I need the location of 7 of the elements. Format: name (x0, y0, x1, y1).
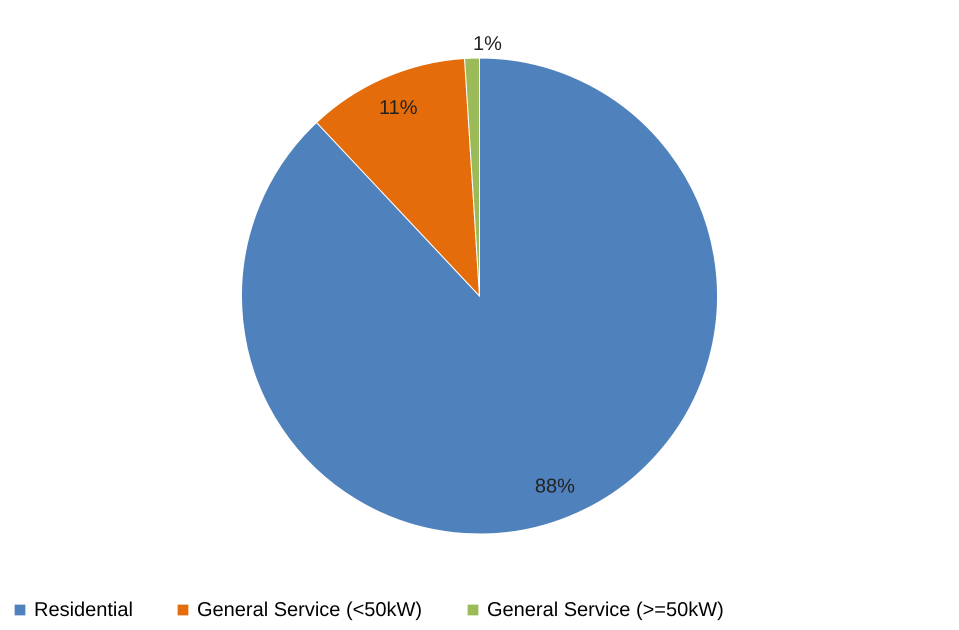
pie-slice (241, 58, 718, 534)
data-label: 11% (378, 97, 418, 120)
data-label: 1% (472, 33, 502, 56)
legend-label: Residential (34, 599, 133, 621)
legend-label: General Service (<50kW) (197, 599, 422, 621)
data-label: 88% (534, 475, 576, 498)
legend-label: General Service (>=50kW) (487, 599, 724, 621)
